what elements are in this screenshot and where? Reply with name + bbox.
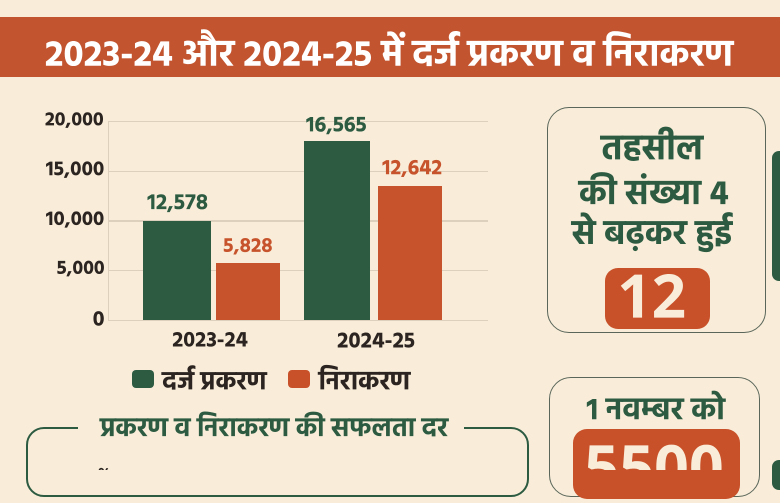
corner-label: (100%) bbox=[72, 470, 128, 484]
bar-2024-25-nirakaran bbox=[378, 186, 442, 321]
ytick-0: 0 bbox=[92, 311, 107, 333]
panel-title: प्रकरण व निराकरण की सफलता दर bbox=[100, 418, 447, 445]
xlabel-2023-24: 2023-24 bbox=[172, 332, 273, 354]
legend-label-darj-prakaran: दर्ज प्रकरण bbox=[162, 372, 268, 398]
bar-value-12578: 12,578 bbox=[147, 193, 234, 216]
legend-swatch-darj-prakaran bbox=[132, 370, 154, 388]
ytick-5000: 5,000 bbox=[56, 261, 118, 281]
ytick-20000: 20,000 bbox=[44, 112, 121, 132]
badge-12-value: 12 bbox=[619, 266, 703, 327]
card2-line1: 1 नवम्बर को bbox=[588, 398, 738, 429]
xlabel-2024-25: 2024-25 bbox=[338, 332, 442, 355]
infographic-page: { "page": { "type": "infographic", "lang… bbox=[0, 0, 780, 470]
bar-2023-24-darj-prakaran bbox=[143, 221, 211, 321]
right-edge-tab-1 bbox=[772, 151, 780, 281]
banner-title: 2023-24 और 2024-25 में दर्ज प्रकरण व निर… bbox=[44, 38, 780, 75]
bar-value-16565: 16,565 bbox=[306, 116, 391, 138]
bar-2023-24-nirakaran bbox=[216, 263, 280, 321]
ytick-10000: 10,000 bbox=[45, 211, 124, 232]
gridline bbox=[108, 121, 489, 122]
bar-value-5828: 5,828 bbox=[223, 238, 289, 259]
card1-line1: तहसील bbox=[603, 134, 699, 169]
card1-line3: से बढ़कर हुई bbox=[574, 220, 736, 254]
legend-label-nirakaran: निराकरण bbox=[319, 371, 408, 397]
legend-swatch-nirakaran bbox=[288, 370, 310, 388]
ytick-15000: 15,000 bbox=[45, 161, 126, 182]
bar-2024-25-darj-prakaran bbox=[304, 141, 370, 320]
bar-value-12642: 12,642 bbox=[383, 159, 467, 181]
right-edge-tab-2 bbox=[772, 460, 780, 490]
card1-line2: की संख्या 4 bbox=[580, 179, 736, 214]
badge-5500-value: 5500 bbox=[586, 437, 757, 498]
